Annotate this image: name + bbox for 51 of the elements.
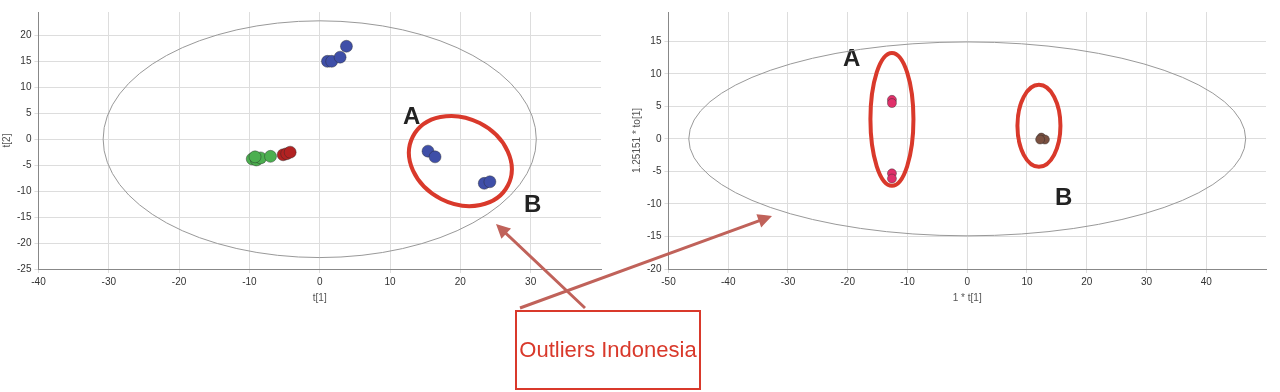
y-tick-label: 10	[650, 67, 662, 79]
point	[333, 50, 347, 64]
x-tick-label: -40	[31, 275, 47, 287]
y-tick-label: -5	[22, 158, 32, 170]
x-tick-label: 0	[964, 275, 971, 287]
x-tick-label: 20	[1081, 275, 1093, 287]
x-axis-title: 1 * t[1]	[952, 291, 982, 303]
y-tick-label: -25	[17, 262, 32, 274]
y-tick-label: 10	[20, 81, 32, 93]
x-axis-title: t[1]	[312, 291, 327, 303]
y-tick-label: 0	[655, 132, 662, 144]
y-tick-label: 20	[20, 29, 32, 41]
x-tick-label: -50	[661, 275, 677, 287]
y-tick-label: -20	[17, 236, 32, 248]
x-tick-label: -20	[840, 275, 856, 287]
annotation: A	[403, 102, 421, 129]
y-tick-label: 15	[650, 35, 662, 47]
y-tick-label: 5	[655, 100, 662, 112]
x-tick-label: -10	[242, 275, 258, 287]
text: Outliers Indonesia	[519, 336, 697, 364]
x-tick-label: 30	[1140, 275, 1153, 287]
y-tick-label: 15	[20, 55, 32, 67]
y-tick-label: -10	[647, 197, 662, 209]
annotation: A	[843, 44, 861, 71]
y-axis-title: 1.25151 * to[1]	[630, 107, 642, 174]
x-tick-label: 0	[316, 275, 323, 287]
y-tick-label: -15	[647, 230, 662, 242]
x-tick-label: 10	[1021, 275, 1033, 287]
y-tick-label: -10	[17, 184, 32, 196]
x-tick-label: 10	[384, 275, 397, 287]
y-tick-label: -20	[647, 262, 662, 274]
y-tick-label: 5	[25, 106, 32, 118]
x-tick-label: 20	[454, 275, 467, 287]
x-tick-label: -20	[171, 275, 187, 287]
annotation: B	[524, 190, 542, 217]
x-tick-label: -40	[720, 275, 736, 287]
point	[483, 175, 497, 189]
x-tick-label: -10	[900, 275, 916, 287]
point	[428, 150, 442, 164]
y-tick-label: -15	[17, 210, 32, 222]
x-tick-label: 30	[525, 275, 537, 287]
point	[340, 39, 353, 53]
y-tick-label: 0	[25, 132, 32, 144]
y-axis-title: t[2]	[0, 133, 12, 148]
y-tick-label: -5	[652, 165, 662, 177]
annotation: B	[1055, 183, 1073, 210]
point	[264, 149, 277, 163]
x-tick-label: 40	[1200, 275, 1213, 287]
x-tick-label: -30	[101, 275, 117, 287]
point	[887, 173, 897, 184]
x-tick-label: -30	[780, 275, 796, 287]
